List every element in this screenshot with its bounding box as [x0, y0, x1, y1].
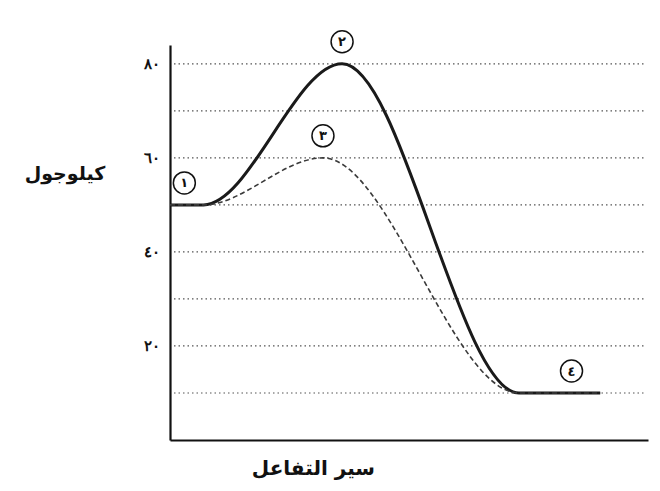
annotations: ١ ٢ ٣ ٤ — [173, 31, 582, 382]
annotation-label: ٣ — [319, 128, 327, 143]
annotation: ٢ — [331, 31, 353, 53]
annotation: ٤ — [561, 360, 583, 382]
grid-line — [174, 63, 644, 64]
annotation: ٣ — [312, 125, 334, 147]
grid-line — [174, 298, 644, 299]
y-tick: ٦٠ — [144, 149, 170, 166]
y-axis-line — [169, 46, 171, 441]
annotation-circle — [312, 125, 334, 147]
y-axis-title: كيلوجول — [25, 162, 107, 185]
annotation-label: ٤ — [568, 364, 576, 379]
grid-line — [174, 157, 644, 158]
x-axis — [171, 440, 649, 441]
y-axis: ٢٠ ٤٠ ٦٠ ٨٠ — [143, 46, 171, 441]
grid — [174, 64, 644, 393]
annotation-label: ٢ — [338, 34, 346, 49]
annotation: ١ — [173, 172, 195, 194]
annotation-label: ١ — [180, 175, 188, 190]
grid-line — [174, 110, 644, 111]
annotation-circle — [561, 360, 583, 382]
y-tick-label: ٢٠ — [144, 337, 160, 354]
curves — [170, 64, 600, 393]
y-tick: ٢٠ — [144, 337, 170, 354]
y-tick-label: ٦٠ — [144, 149, 160, 166]
annotation-circle — [331, 31, 353, 53]
x-axis-line — [171, 439, 649, 441]
x-axis-title: سير التفاعل — [252, 456, 375, 480]
annotation-circle — [173, 172, 195, 194]
y-tick-label: ٤٠ — [144, 243, 160, 260]
energy-curve — [170, 64, 600, 393]
grid-line — [174, 345, 644, 346]
y-tick-label: ٨٠ — [143, 55, 160, 72]
energy-curve — [170, 158, 600, 393]
y-tick: ٨٠ — [143, 55, 170, 72]
grid-line — [174, 251, 644, 252]
grid-line — [174, 204, 644, 205]
chart: ٢٠ ٤٠ ٦٠ ٨٠ ١ ٢ ٣ ٤ سير التفاعل كيلوجول — [0, 0, 660, 491]
y-tick: ٤٠ — [144, 243, 170, 260]
plot: ٢٠ ٤٠ ٦٠ ٨٠ ١ ٢ ٣ ٤ — [143, 31, 649, 441]
